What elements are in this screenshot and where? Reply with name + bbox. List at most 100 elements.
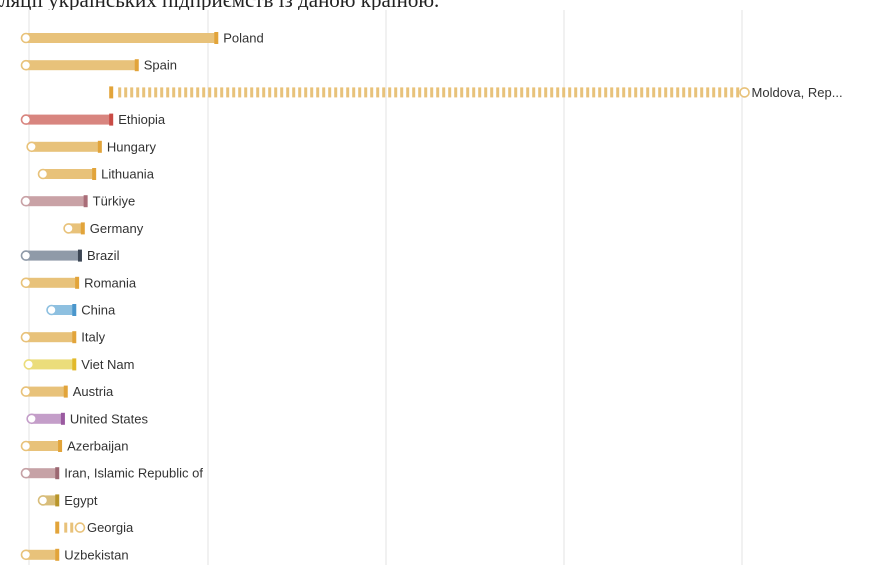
connector-segment bbox=[622, 87, 626, 98]
connector-segment bbox=[370, 87, 374, 98]
start-marker[interactable] bbox=[63, 223, 74, 234]
end-marker[interactable] bbox=[60, 412, 65, 425]
connector-bar bbox=[26, 60, 137, 71]
end-marker[interactable] bbox=[77, 249, 82, 262]
end-marker[interactable] bbox=[72, 304, 77, 316]
connector-segment bbox=[514, 87, 518, 98]
connector-segment bbox=[136, 87, 140, 98]
end-marker[interactable] bbox=[92, 168, 97, 180]
start-marker[interactable] bbox=[46, 304, 57, 316]
start-marker[interactable] bbox=[20, 195, 32, 207]
connector-segment bbox=[70, 522, 74, 533]
end-marker[interactable] bbox=[80, 222, 85, 235]
start-marker[interactable] bbox=[20, 331, 32, 343]
end-marker[interactable] bbox=[58, 440, 63, 452]
connector-segment bbox=[418, 87, 422, 98]
end-marker[interactable] bbox=[55, 494, 60, 507]
connector-segment bbox=[202, 87, 206, 98]
connector-segment bbox=[226, 87, 230, 98]
dumbbell-row: Italy bbox=[20, 330, 106, 345]
start-marker[interactable] bbox=[37, 495, 49, 506]
connector-segment bbox=[274, 87, 278, 98]
connector-segment bbox=[544, 87, 548, 98]
connector-segment bbox=[682, 87, 686, 98]
start-marker[interactable] bbox=[26, 413, 37, 425]
start-marker[interactable] bbox=[20, 386, 32, 397]
end-marker[interactable] bbox=[55, 467, 60, 480]
connector-segment bbox=[610, 87, 614, 98]
row-label: China bbox=[81, 303, 116, 318]
start-marker[interactable] bbox=[20, 277, 32, 289]
dumbbell-row: Lithuania bbox=[37, 167, 155, 182]
connector-segment bbox=[238, 87, 242, 98]
connector-segment bbox=[244, 87, 248, 98]
connector-bar bbox=[26, 332, 75, 343]
connector-segment bbox=[322, 87, 326, 98]
start-marker[interactable] bbox=[74, 522, 86, 533]
connector-segment bbox=[256, 87, 260, 98]
connector-segment bbox=[328, 87, 332, 98]
end-marker[interactable] bbox=[72, 331, 77, 344]
row-label: Georgia bbox=[87, 520, 134, 535]
end-marker[interactable] bbox=[72, 358, 77, 371]
start-marker[interactable] bbox=[20, 32, 32, 44]
connector-segment bbox=[718, 87, 722, 98]
connector-segment bbox=[358, 87, 362, 98]
end-marker[interactable] bbox=[134, 59, 139, 72]
connector-segment bbox=[490, 87, 494, 98]
end-marker[interactable] bbox=[55, 548, 60, 561]
dumbbell-row: Austria bbox=[20, 384, 114, 399]
end-marker[interactable] bbox=[109, 113, 114, 126]
dumbbell-row: Brazil bbox=[20, 248, 120, 263]
connector-segment bbox=[292, 87, 296, 98]
connector-segment bbox=[298, 87, 302, 98]
end-marker[interactable] bbox=[55, 521, 60, 534]
end-marker[interactable] bbox=[63, 385, 68, 398]
dumbbell-row: China bbox=[46, 303, 116, 318]
connector-segment bbox=[640, 87, 644, 98]
start-marker[interactable] bbox=[20, 467, 32, 479]
connector-segment bbox=[148, 87, 152, 98]
connector-segment bbox=[142, 87, 146, 98]
connector-segment bbox=[250, 87, 254, 98]
end-marker[interactable] bbox=[75, 276, 80, 289]
connector-segment bbox=[424, 87, 428, 98]
start-marker[interactable] bbox=[20, 440, 32, 452]
start-marker[interactable] bbox=[23, 359, 35, 370]
dumbbell-row: Iran, Islamic Republic of bbox=[20, 466, 203, 481]
connector-segment bbox=[286, 87, 290, 98]
start-marker[interactable] bbox=[20, 250, 32, 261]
connector-bar bbox=[26, 468, 58, 479]
row-label: Moldova, Rep... bbox=[752, 85, 843, 100]
start-marker[interactable] bbox=[26, 141, 37, 153]
dumbbell-row: Moldova, Rep... bbox=[109, 85, 843, 100]
connector-segment bbox=[310, 87, 314, 98]
start-marker[interactable] bbox=[20, 59, 32, 71]
connector-segment bbox=[178, 87, 182, 98]
end-marker[interactable] bbox=[214, 32, 219, 44]
start-marker[interactable] bbox=[20, 549, 32, 561]
connector-segment bbox=[484, 87, 488, 98]
connector-segment bbox=[160, 87, 164, 98]
connector-segment bbox=[346, 87, 350, 98]
connector-segment bbox=[154, 87, 158, 98]
connector-segment bbox=[172, 87, 176, 98]
end-marker[interactable] bbox=[83, 195, 88, 208]
connector-segment bbox=[304, 87, 308, 98]
start-marker[interactable] bbox=[37, 168, 49, 180]
end-marker[interactable] bbox=[109, 86, 114, 99]
start-marker[interactable] bbox=[739, 87, 750, 98]
connector-segment bbox=[196, 87, 200, 98]
connector-bar bbox=[31, 141, 100, 152]
row-label: Brazil bbox=[87, 248, 120, 263]
end-marker[interactable] bbox=[97, 140, 102, 153]
connector-segment bbox=[652, 87, 656, 98]
dumbbell-row: Türkiye bbox=[20, 194, 135, 209]
connector-segment bbox=[460, 87, 464, 98]
start-marker[interactable] bbox=[20, 114, 32, 125]
connector-segment bbox=[520, 87, 524, 98]
connector-segment bbox=[502, 87, 506, 98]
connector-bar bbox=[26, 441, 61, 451]
connector-segment bbox=[130, 87, 134, 98]
dumbbell-chart: Poland Spain Moldova, Rep... Ethiopia Hungar… bbox=[20, 10, 843, 565]
